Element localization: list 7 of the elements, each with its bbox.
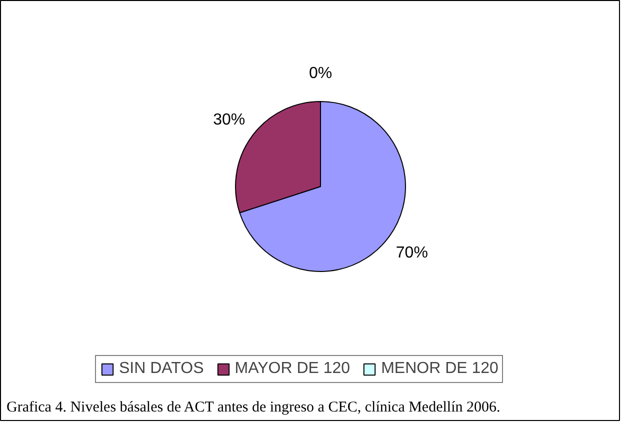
legend-label: MAYOR DE 120 [234, 360, 350, 378]
text: 0% [308, 65, 332, 82]
legend-label: MENOR DE 120 [381, 360, 498, 378]
text: Grafica 4. Niveles básales de ACT antes de ingreso a CEC, clínica Medellín 2006. [6, 400, 500, 416]
legend-label: SIN DATOS [119, 360, 204, 378]
data-label: 70% [396, 244, 428, 262]
data-label: 30% [213, 112, 246, 129]
